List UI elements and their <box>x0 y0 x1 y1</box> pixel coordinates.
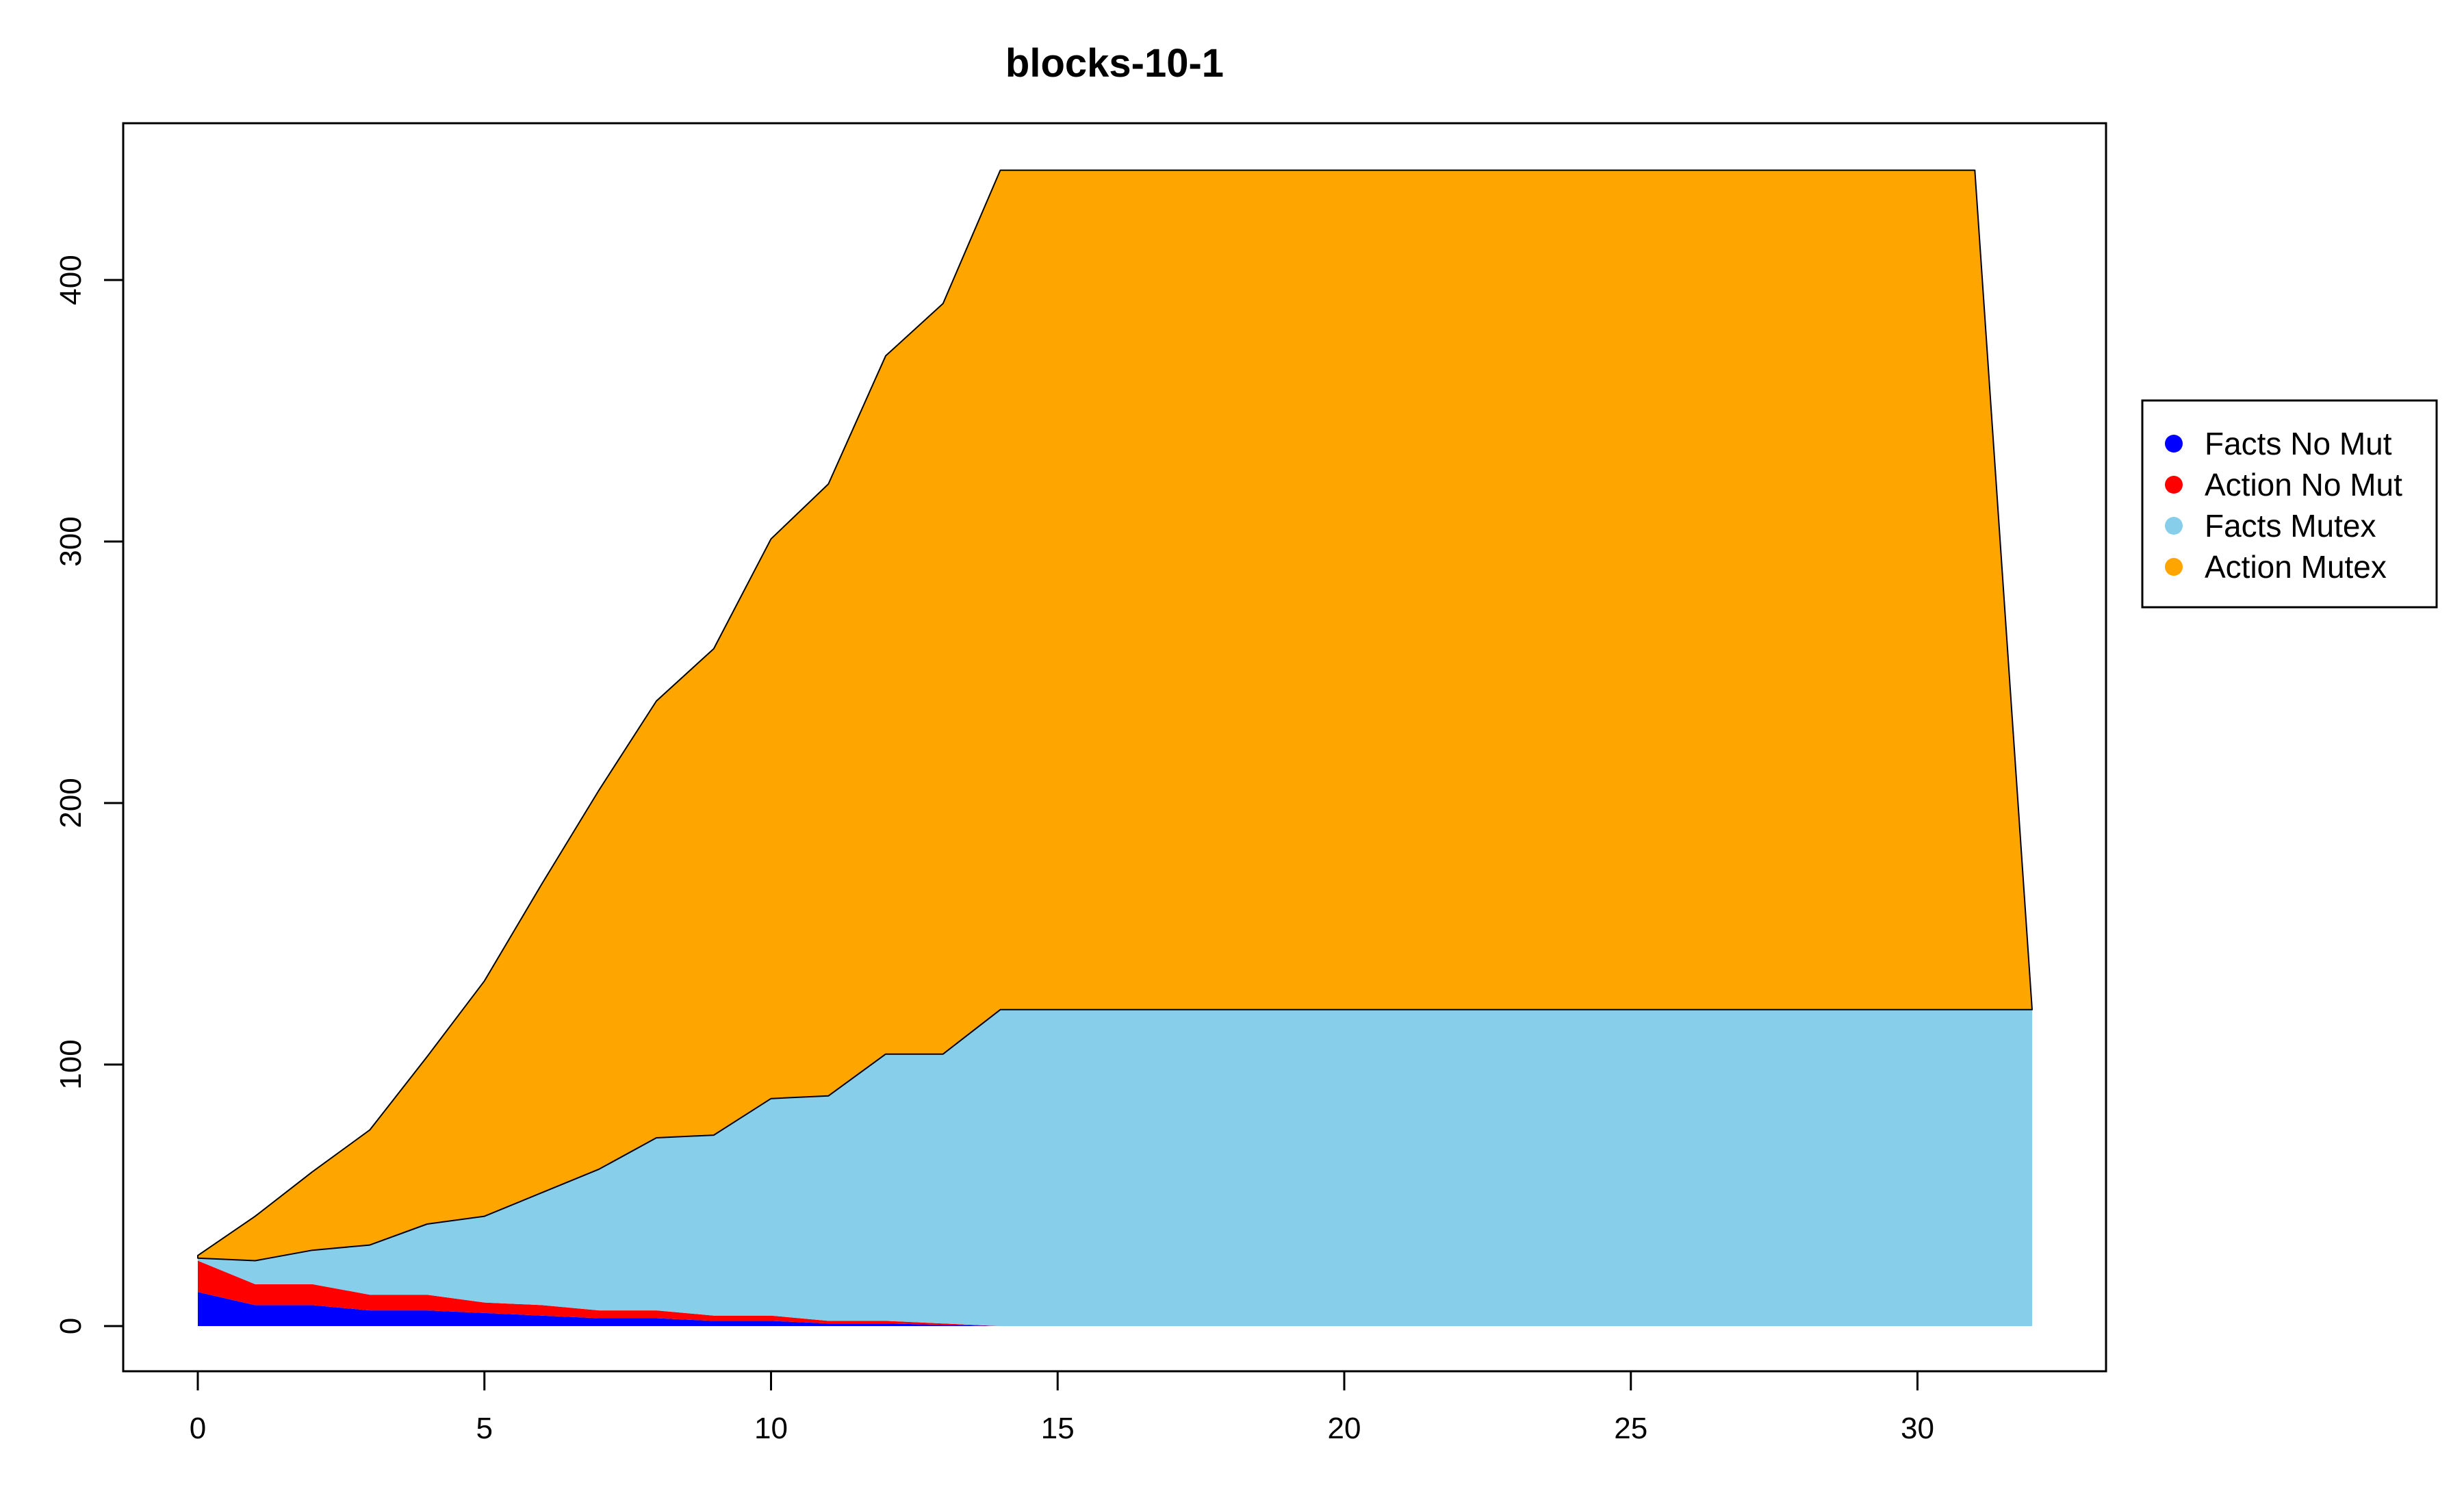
y-tick-label: 200 <box>54 778 88 828</box>
x-tick-label: 25 <box>1614 1412 1647 1445</box>
area-facts-no-mut <box>198 1292 2032 1326</box>
legend-label: Facts Mutex <box>2205 508 2376 544</box>
legend-marker <box>2165 517 2183 535</box>
x-tick-label: 20 <box>1328 1412 1361 1445</box>
legend-label: Action No Mut <box>2205 467 2402 502</box>
x-axis: 0 5 10 15 20 25 30 <box>190 1370 1934 1445</box>
legend-label: Facts No Mut <box>2205 426 2392 461</box>
legend-marker <box>2165 476 2183 494</box>
legend: Facts No Mut Action No Mut Facts Mutex Acti… <box>2141 399 2438 609</box>
x-tick-label: 0 <box>190 1412 206 1445</box>
area-action-mutex <box>197 169 2033 1262</box>
x-tick-label: 5 <box>476 1412 493 1445</box>
legend-label: Action Mutex <box>2205 549 2387 585</box>
x-tick-label: 30 <box>1901 1412 1934 1445</box>
y-axis: 0 100 200 300 400 <box>54 255 125 1334</box>
legend-marker <box>2165 435 2183 453</box>
legend-marker <box>2165 558 2183 576</box>
area-layers <box>197 169 2033 1326</box>
legend-box <box>2141 399 2438 609</box>
x-tick-label: 15 <box>1041 1412 1075 1445</box>
y-tick-label: 400 <box>54 255 88 305</box>
y-tick-label: 0 <box>54 1318 88 1334</box>
y-tick-label: 100 <box>54 1039 88 1089</box>
chart-title: blocks-10-1 <box>1005 41 1224 86</box>
area-facts-mutex <box>198 1009 2032 1326</box>
x-tick-label: 10 <box>754 1412 788 1445</box>
y-tick-label: 300 <box>54 516 88 566</box>
